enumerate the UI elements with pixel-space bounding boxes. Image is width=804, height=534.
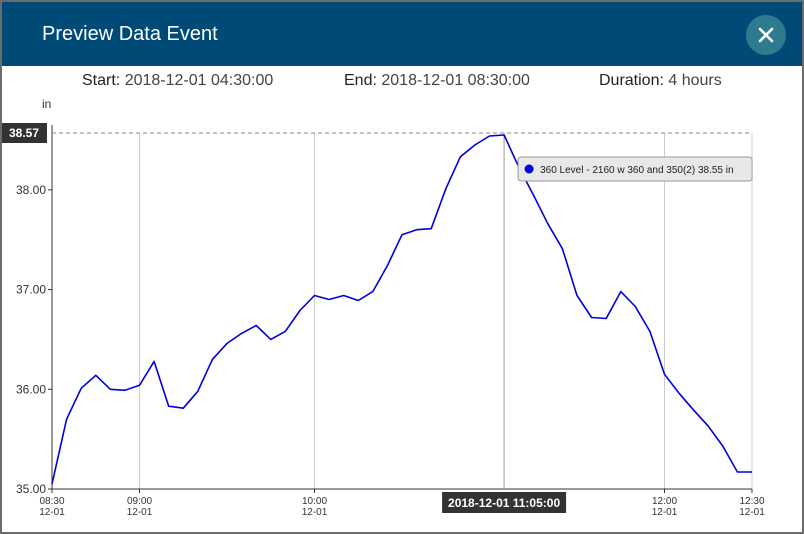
duration-label: Duration: [599,72,664,89]
max-value-badge [2,123,47,143]
y-axis-unit: in [42,97,51,111]
x-tick-time: 08:30 [39,496,64,507]
start-label: Start: [82,72,121,89]
cursor-time-badge [442,492,567,513]
cursor-time-label: 2018-12-01 11:05:00 [448,496,560,510]
close-button[interactable] [746,15,786,55]
dialog-title: Preview Data Event [42,23,218,45]
series-line [51,134,752,485]
tooltip-box [517,156,753,182]
duration-value: 4 hours [668,72,722,89]
end-label: End: [344,72,377,89]
max-value-label: 38.57 [9,126,39,140]
x-tick-date: 12-01 [39,507,65,518]
x-tick-date: 12-01 [127,507,153,518]
x-tick-time: 09:00 [127,496,152,507]
end-value: 2018-12-01 08:30:00 [381,72,530,89]
x-tick-date: 12-01 [302,507,328,518]
close-icon [758,27,774,43]
y-tick-label: 38.00 [16,183,46,197]
start-info: Start: 2018-12-01 04:30:00 [82,72,273,90]
duration-info: Duration: 4 hours [599,72,722,90]
x-tick-time: 12:00 [652,496,677,507]
tooltip-text: 360 Level - 2160 w 360 and 350(2) 38.55 … [540,165,733,176]
x-tick-time: 10:00 [302,496,327,507]
tooltip-series-marker [524,164,534,174]
y-tick-label: 36.00 [16,382,46,396]
end-info: End: 2018-12-01 08:30:00 [344,72,530,90]
x-tick-date: 12-01 [739,507,765,518]
dialog-header: Preview Data Event [2,2,802,66]
y-tick-label: 37.00 [16,283,46,297]
start-value: 2018-12-01 04:30:00 [124,72,274,89]
x-tick-time: 12:30 [739,496,764,507]
x-tick-date: 12-01 [652,507,678,518]
y-tick-label: 35.00 [16,482,46,496]
